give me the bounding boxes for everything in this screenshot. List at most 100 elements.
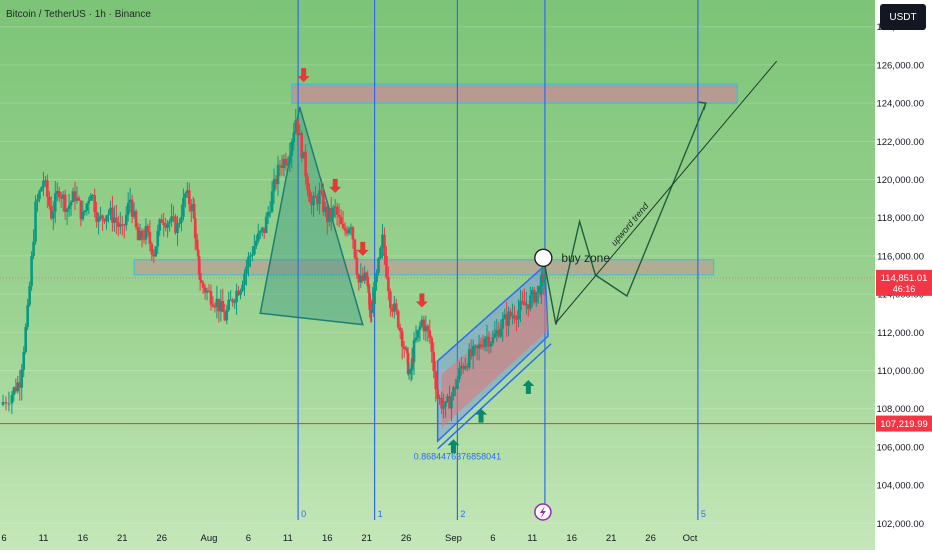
candle-body [46,180,49,197]
candle-body [432,351,436,372]
candle-body [205,290,209,293]
candle-body [288,155,292,164]
candle-body [227,299,231,310]
candle-body [306,176,309,190]
candle-body [387,277,390,292]
candle-body [341,224,345,229]
candle-body [349,227,353,229]
candle-body [359,275,363,283]
sell-arrow-icon [297,68,310,83]
candle-body [278,164,282,166]
candle-body [493,333,497,338]
candle-body [361,275,365,281]
candle-body [377,258,380,273]
candle-body [505,314,508,326]
candle-body [24,326,27,352]
candle-body [225,309,229,321]
candle-body [30,255,33,287]
candle-body [400,331,404,347]
candle-body [347,228,351,234]
candle-body [320,190,323,193]
candle-body [134,211,138,228]
candle-body [203,287,207,293]
candle-body [65,209,69,212]
candle-body [314,195,317,198]
candle-body [274,179,278,185]
candle-body [282,158,286,168]
candle-body [75,197,79,201]
candle-body [124,214,128,226]
candle-body [316,197,319,205]
currency-badge[interactable]: USDT [880,4,926,30]
candle-body [487,336,491,347]
candle-body [513,315,516,319]
candle-body [192,203,196,219]
candle-body [442,406,445,409]
candle-body [207,290,211,292]
candle-body [509,311,512,317]
candle-body [304,151,307,177]
candle-body [71,191,75,203]
candle-body [105,215,108,222]
candle-body [373,281,376,304]
candle-body [357,274,361,283]
candle-body [194,238,198,240]
symbol-title: Bitcoin / TetherUS · 1h · Binance [6,9,151,20]
candle-body [38,191,41,200]
countdown-value: 46:16 [893,284,916,294]
candle-body [103,219,106,222]
candle-body [335,206,339,215]
candle-body [221,300,225,312]
candle-body [406,352,410,375]
candle-body [329,208,333,218]
candle-body [355,257,359,275]
candle-body [4,402,8,404]
candle-body [324,206,327,212]
y-axis: 102,000.00 104,000.00 106,000.00 108,000.00… [876,22,932,530]
candle-body [255,240,258,247]
candle-body [343,228,347,231]
candle-body [414,337,418,341]
candle-body [189,204,193,212]
candle-body [412,340,416,363]
candle-body [477,344,481,349]
candle-body [186,190,189,194]
candle-body [405,348,409,353]
candle-body [370,312,373,314]
candle-body [77,197,81,201]
candle-body [436,389,439,399]
candle-body [366,279,369,287]
candle-body [219,300,223,312]
candle-body [172,216,175,218]
candle-body [42,181,45,188]
candle-body [310,201,313,206]
candle-body [507,311,510,326]
candle-body [253,246,256,255]
candle-body [296,120,300,136]
candle-body [385,255,388,278]
x-tick-label: Aug [201,533,218,544]
y-tick-label: 118,000.00 [877,213,924,224]
candle-body [22,351,26,370]
candle-body [126,202,130,215]
candle-body [276,164,280,185]
candle-body [260,227,264,231]
candle-body [430,337,434,352]
candle-body [485,336,489,339]
candle-body [48,196,51,207]
candle-body [89,195,93,201]
candle-body [515,318,518,320]
candle-body [73,191,77,201]
candle-body [120,224,124,226]
candle-body [465,366,469,368]
candle-body [170,216,173,222]
candle-body [371,300,374,313]
candle-body [109,207,112,215]
candle-body [164,225,167,228]
candle-body [543,276,547,283]
candle-body [152,254,156,257]
support-price-tag [876,415,932,432]
candle-body [519,300,522,311]
candle-body [67,205,71,210]
